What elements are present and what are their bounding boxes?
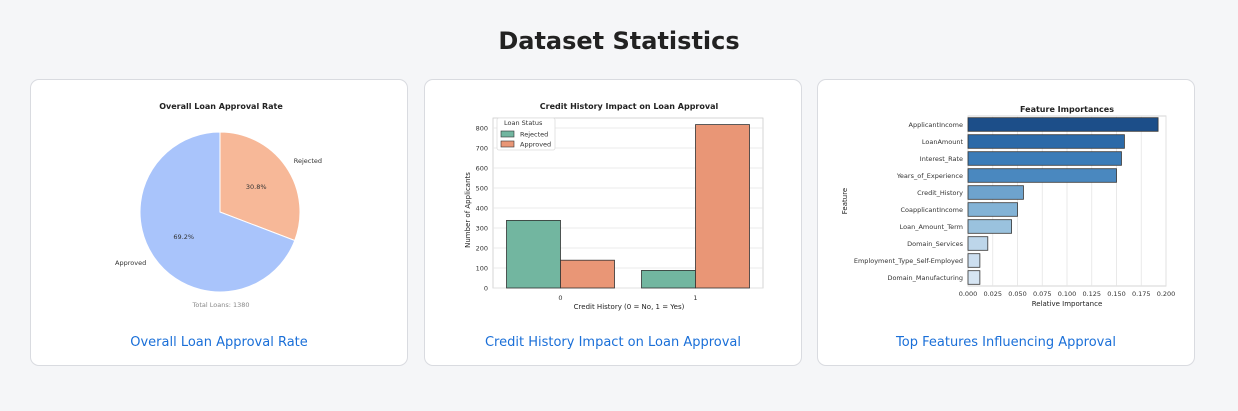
- pie-value-label-rejected: 30.8%: [246, 183, 267, 191]
- feature-chart-x-label: Relative Importance: [1032, 300, 1103, 308]
- feature-y-tick-label: LoanAmount: [922, 138, 964, 146]
- pie-slice-approved: [139, 131, 296, 293]
- feature-y-tick-label: Years_of_Experience: [896, 172, 963, 180]
- feature-bar-employment_type_self-employed: [967, 253, 981, 268]
- bar-y-tick-label: 800: [476, 125, 488, 133]
- bar-chart-x-label: Credit History (0 = No, 1 = Yes): [574, 303, 685, 311]
- pie-slice-rejected: [219, 131, 301, 242]
- feature-bar-coapplicantincome: [967, 202, 1018, 217]
- feature-y-tick-label: Domain_Services: [907, 240, 963, 248]
- feature-importance-caption-link[interactable]: Top Features Influencing Approval: [896, 335, 1116, 350]
- feature-importance-card: Feature Importances Relative Importance …: [817, 79, 1195, 366]
- feature-y-tick-label: Credit_History: [917, 189, 963, 197]
- feature-y-tick-label: Interest_Rate: [920, 155, 963, 163]
- feature-bar-domain_services: [967, 236, 989, 251]
- feature-bar-credit_history: [967, 185, 1024, 200]
- bar-legend-label-approved: Approved: [520, 141, 551, 149]
- page-title: Dataset Statistics: [498, 27, 740, 55]
- feature-bar-interest_rate: [967, 151, 1122, 166]
- feature-y-tick-label: Domain_Manufacturing: [887, 274, 963, 282]
- pie-chart-footnote: Total Loans: 1380: [191, 301, 249, 309]
- pie-category-label-rejected: Rejected: [294, 157, 322, 165]
- feature-bar-applicantincome: [967, 117, 1159, 132]
- pie-value-label-approved: 69.2%: [173, 233, 194, 241]
- feature-chart-y-label: Feature: [841, 188, 849, 214]
- feature-y-tick-label: ApplicantIncome: [909, 121, 963, 129]
- feature-x-tick-label: 0.000: [959, 290, 978, 298]
- bar-y-tick-label: 600: [476, 165, 488, 173]
- bar-y-tick-label: 300: [476, 225, 488, 233]
- feature-bar-loan_amount_term: [967, 219, 1012, 234]
- credit-history-card: Credit History Impact on Loan Approval C…: [424, 79, 802, 366]
- pie-chart-title: Overall Loan Approval Rate: [159, 102, 283, 111]
- bar-legend-label-rejected: Rejected: [520, 131, 548, 139]
- bar-rejected-0: [506, 219, 561, 289]
- feature-y-tick-label: Loan_Amount_Term: [900, 223, 963, 231]
- bar-approved-0: [560, 259, 615, 289]
- feature-x-tick-label: 0.025: [983, 290, 1002, 298]
- feature-y-tick-label: Employment_Type_Self-Employed: [854, 257, 963, 265]
- credit-history-bar-chart: Credit History Impact on Loan Approval C…: [464, 102, 764, 311]
- feature-x-tick-label: 0.075: [1033, 290, 1052, 298]
- bar-x-tick-label: 1: [693, 294, 697, 302]
- bar-y-tick-label: 0: [484, 285, 488, 293]
- approval-rate-card: Overall Loan Approval Rate Total Loans: …: [30, 79, 408, 366]
- pie-category-label-approved: Approved: [115, 259, 146, 267]
- bar-x-tick-label: 0: [558, 294, 562, 302]
- approval-rate-caption-link[interactable]: Overall Loan Approval Rate: [130, 335, 308, 350]
- bar-legend-title: Loan Status: [504, 119, 543, 127]
- bar-y-tick-label: 700: [476, 145, 488, 153]
- feature-bar-domain_manufacturing: [967, 270, 981, 285]
- bar-legend-swatch-approved: [500, 140, 515, 148]
- feature-importance-bar-chart: Feature Importances Relative Importance …: [841, 105, 1176, 308]
- bar-chart-title: Credit History Impact on Loan Approval: [540, 102, 719, 111]
- feature-x-tick-label: 0.175: [1132, 290, 1151, 298]
- feature-x-tick-label: 0.050: [1008, 290, 1027, 298]
- feature-bar-years_of_experience: [967, 168, 1117, 183]
- bar-approved-1: [695, 124, 750, 289]
- feature-x-tick-label: 0.125: [1082, 290, 1101, 298]
- feature-x-tick-label: 0.200: [1157, 290, 1176, 298]
- approval-rate-pie-chart: Overall Loan Approval Rate Total Loans: …: [115, 102, 322, 309]
- feature-chart-title: Feature Importances: [1020, 105, 1114, 114]
- bar-legend: Loan Status Rejected Approved: [496, 117, 556, 151]
- feature-x-tick-label: 0.150: [1107, 290, 1126, 298]
- bar-chart-y-label: Number of Applicants: [464, 172, 472, 248]
- bar-legend-swatch-rejected: [500, 130, 515, 138]
- bar-rejected-1: [641, 269, 696, 289]
- bar-y-tick-label: 100: [476, 265, 488, 273]
- credit-history-caption-link[interactable]: Credit History Impact on Loan Approval: [484, 335, 741, 350]
- bar-y-tick-label: 400: [476, 205, 488, 213]
- bar-y-tick-label: 500: [476, 185, 488, 193]
- bar-y-tick-label: 200: [476, 245, 488, 253]
- feature-bar-loanamount: [967, 134, 1125, 149]
- feature-x-tick-label: 0.100: [1058, 290, 1077, 298]
- feature-y-tick-label: CoapplicantIncome: [900, 206, 963, 214]
